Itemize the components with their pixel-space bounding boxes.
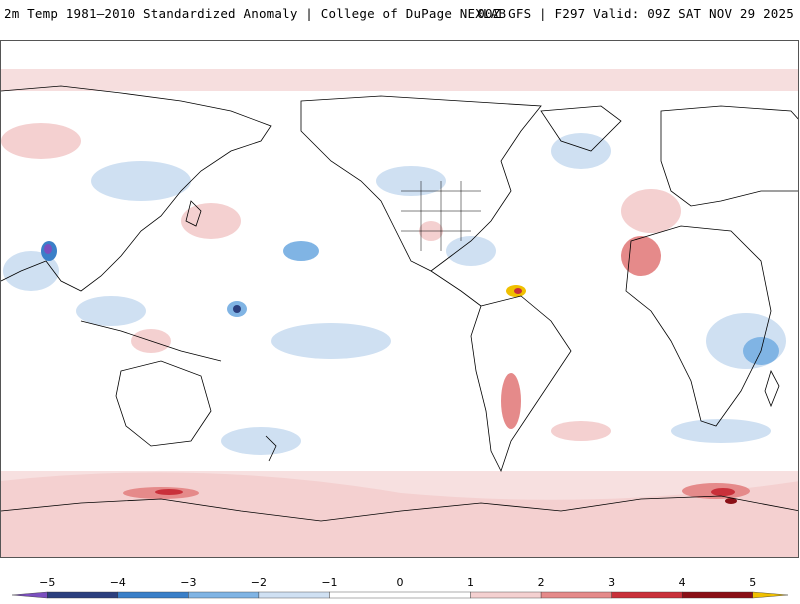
antarctica-coast (1, 495, 798, 522)
colorbar-bin (117, 591, 189, 599)
colorbar-tick-label: 5 (749, 576, 757, 589)
australia-coast (115, 360, 212, 447)
anomaly-patch (621, 189, 681, 233)
colorbar-bin (540, 591, 612, 599)
anomaly-patch (446, 236, 496, 266)
us-state-borders (401, 181, 481, 251)
antarctic-hot-core-east (711, 488, 735, 496)
anomaly-patch (271, 323, 391, 359)
antarctic-extreme-core (725, 498, 737, 504)
anomaly-patch (233, 305, 241, 313)
anomaly-patch (514, 288, 522, 294)
colorbar-bin (752, 591, 789, 599)
anomaly-patch (76, 296, 146, 326)
colorbar-tick-label: −5 (39, 576, 56, 589)
madagascar-coast (764, 369, 780, 408)
colorbar-bin (611, 591, 683, 599)
anomaly-patch (551, 133, 611, 169)
central-america-coast (430, 270, 482, 307)
anomaly-patch (671, 419, 771, 443)
asia-coast (1, 85, 272, 292)
colorbar-tick-label: −2 (250, 576, 268, 589)
colorbar-bin (681, 591, 753, 599)
map-title: 2m Temp 1981–2010 Standardized Anomaly |… (4, 6, 507, 21)
colorbar-tick-label: −4 (109, 576, 126, 589)
north-america-coast (300, 95, 542, 272)
southern-ocean-anomaly (1, 472, 798, 557)
colorbar-bin (188, 591, 260, 599)
colorbar-bin (470, 591, 542, 599)
anomaly-patch (283, 241, 319, 261)
anomaly-patch (551, 421, 611, 441)
anomaly-map[interactable] (0, 40, 799, 558)
model-run-info: 00Z GFS | F297 Valid: 09Z SAT NOV 29 202… (477, 6, 794, 21)
map-canvas (1, 69, 798, 557)
coastlines (1, 85, 798, 522)
colorbar-bin (11, 591, 48, 599)
colorbar-bin (47, 591, 119, 599)
anomaly-patch (221, 427, 301, 455)
anomaly-patch (376, 166, 446, 196)
colorbar-bin (258, 591, 330, 599)
anomaly-patch (181, 203, 241, 239)
colorbar-tick-label: −3 (180, 576, 197, 589)
colorbar-tick-label: 3 (608, 576, 616, 589)
anomaly-patch (1, 123, 81, 159)
colorbar-tick-label: 2 (537, 576, 545, 589)
colorbar-tick-label: −1 (321, 576, 338, 589)
anomaly-patch (91, 161, 191, 201)
indonesia-coast (80, 320, 222, 362)
header: 2m Temp 1981–2010 Standardized Anomaly |… (0, 0, 800, 30)
colorbar: −5 −4 −3 −2 −1 0 1 2 3 4 5 (0, 570, 800, 600)
anomaly-patch (44, 244, 52, 254)
greenland-coast (540, 105, 622, 152)
anomaly-patch (621, 236, 661, 276)
colorbar-tick-label: 4 (678, 576, 686, 589)
colorbar-svg (11, 591, 789, 599)
japan-coast (185, 200, 202, 227)
colorbar-bin (329, 591, 471, 599)
anomaly-patch (501, 373, 521, 429)
africa-coast (625, 225, 772, 427)
new-zealand-coast (265, 435, 277, 462)
south-america-coast (470, 295, 572, 473)
arctic-warm-band (1, 69, 798, 91)
europe-coast (660, 105, 798, 207)
colorbar-tick-label: 0 (396, 576, 404, 589)
colorbar-tick-label: 1 (467, 576, 475, 589)
antarctic-hot-core-west (155, 489, 183, 495)
